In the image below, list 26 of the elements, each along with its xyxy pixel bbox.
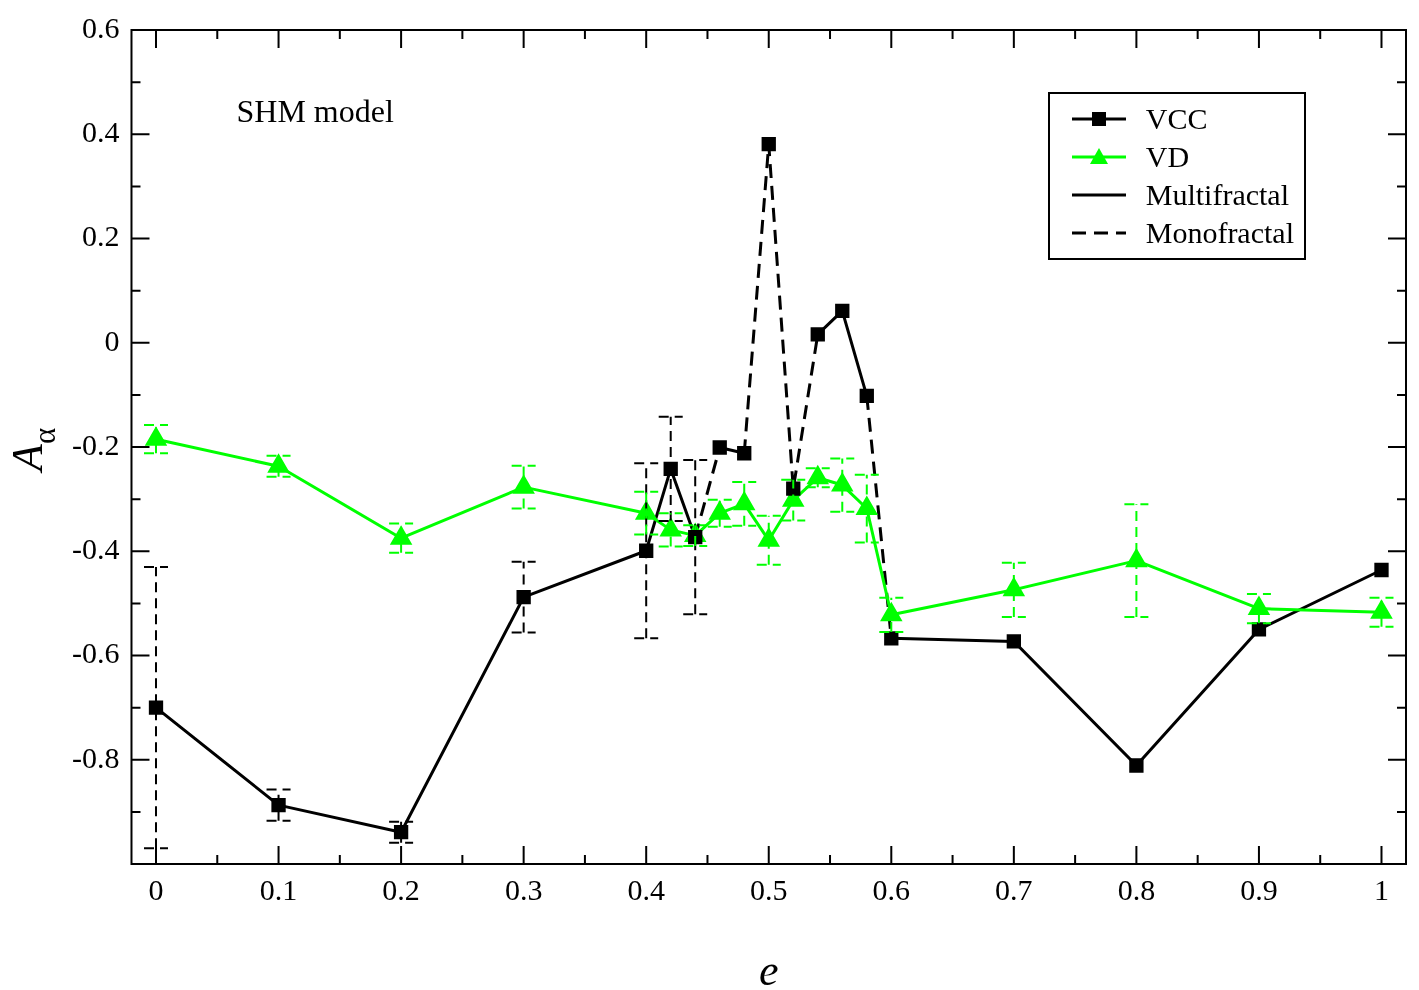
x-tick-label: 0.9 — [1240, 872, 1278, 906]
x-tick-label: 0.1 — [259, 872, 298, 906]
legend-label: Monofractal — [1145, 215, 1294, 251]
x-axis-title: e — [758, 946, 779, 990]
x-tick-label: 0.5 — [750, 872, 788, 906]
x-tick-label: 0.3 — [504, 872, 543, 906]
y-tick-label: -0.4 — [71, 532, 120, 566]
x-tick-label: 0.7 — [995, 872, 1033, 906]
x-tick-label: 0.6 — [872, 872, 911, 906]
x-tick-label: 1 — [1373, 872, 1389, 906]
legend-label: Multifractal — [1145, 177, 1289, 213]
y-tick-label: -0.2 — [71, 427, 120, 461]
y-tick-label: -0.6 — [71, 636, 120, 670]
y-tick-label: 0.2 — [81, 219, 120, 253]
y-tick-label: 0.6 — [81, 10, 120, 44]
annotation: SHM model — [236, 93, 394, 129]
legend-label: VCC — [1145, 101, 1208, 137]
y-tick-label: 0 — [104, 323, 120, 357]
x-tick-label: 0.8 — [1117, 872, 1156, 906]
x-tick-label: 0.2 — [382, 872, 420, 906]
x-tick-label: 0.4 — [627, 872, 665, 906]
y-axis-title: Aα — [3, 427, 63, 474]
x-tick-label: 0 — [148, 872, 164, 906]
y-tick-label: -0.8 — [71, 740, 120, 774]
legend-label: VD — [1145, 139, 1190, 175]
y-tick-label: 0.4 — [81, 115, 120, 149]
